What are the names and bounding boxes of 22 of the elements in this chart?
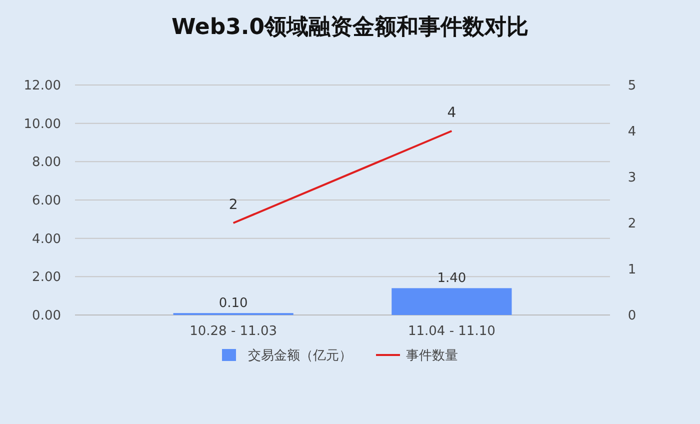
legend-label: 交易金额（亿元）	[248, 348, 352, 364]
y-tick-label: 6.00	[32, 194, 61, 209]
legend-label: 事件数量	[406, 348, 458, 364]
data-label: 4	[447, 105, 456, 121]
y-tick-label: 2.00	[32, 270, 61, 286]
y-tick-label: 12.00	[24, 78, 61, 94]
y2-tick-label: 2	[628, 216, 636, 232]
y2-tick-label: 0	[628, 308, 636, 324]
chart-title: Web3.0领域融资金额和事件数对比	[171, 14, 529, 40]
y2-tick-label: 4	[628, 124, 636, 140]
data-label: 1.40	[437, 271, 466, 286]
data-label: 2	[228, 197, 238, 213]
y2-tick-label: 3	[628, 170, 636, 186]
y2-tick-label: 5	[628, 78, 636, 94]
y2-tick-label: 1	[628, 262, 636, 278]
y-tick-label: 4.00	[32, 232, 61, 247]
y-tick-label: 0.00	[32, 308, 61, 324]
y-tick-label: 8.00	[32, 155, 61, 170]
x-tick-label: 11.04 - 11.10	[408, 324, 496, 339]
data-label: 0.10	[218, 296, 248, 312]
y-tick-label: 10.00	[24, 116, 61, 132]
x-tick-label: 10.28 - 11.03	[190, 324, 278, 339]
